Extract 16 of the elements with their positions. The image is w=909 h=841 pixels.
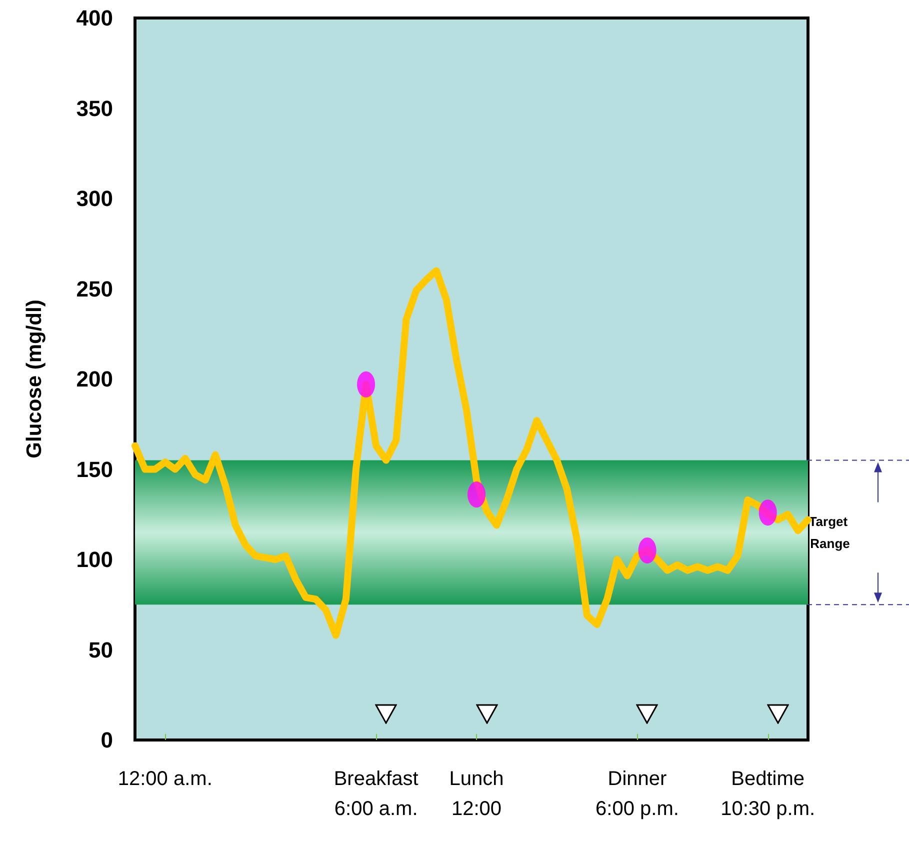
y-tick-label: 250 bbox=[76, 276, 113, 302]
y-tick-label: 400 bbox=[76, 6, 113, 30]
y-axis-title: Glucose (mg/dl) bbox=[23, 300, 46, 458]
y-tick-label: 300 bbox=[76, 186, 113, 211]
y-tick-label: 350 bbox=[76, 96, 113, 121]
x-tick-label: Dinner 6:00 p.m. bbox=[596, 768, 679, 820]
band-label: Target Range bbox=[808, 514, 852, 551]
y-tick-label: 150 bbox=[76, 456, 113, 482]
y-tick-label: 0 bbox=[100, 728, 113, 752]
x-tick-label: Lunch 12:00 bbox=[449, 768, 504, 820]
x-tick-label: Breakfast 6:00 a.m. bbox=[334, 768, 419, 820]
x-tick-label: Bedtime 10:30 p.m. bbox=[720, 768, 816, 820]
x-tick-label: 12:00 a.m. bbox=[118, 768, 212, 790]
y-tick-label: 100 bbox=[76, 547, 113, 572]
y-tick-label: 50 bbox=[88, 637, 113, 662]
y-tick-label: 200 bbox=[76, 366, 113, 392]
